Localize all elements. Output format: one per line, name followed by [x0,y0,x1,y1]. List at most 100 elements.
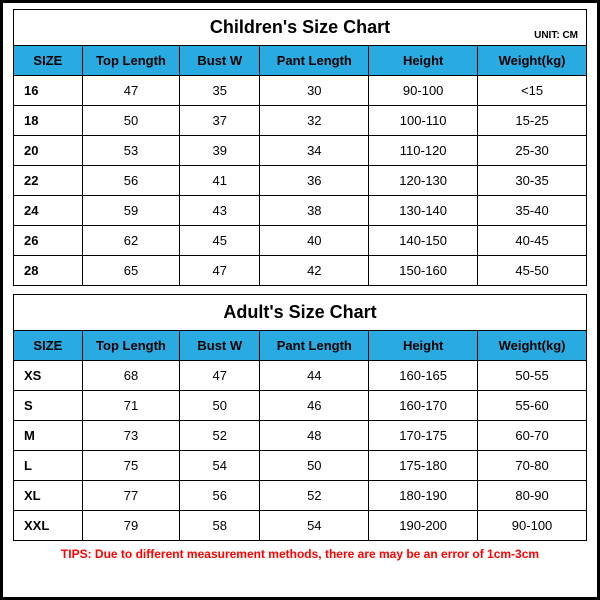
table-cell: 170-175 [369,421,478,451]
table-row: XS684744160-16550-55 [14,361,587,391]
table-cell: M [14,421,83,451]
table-cell: 59 [82,196,179,226]
adult-table: SIZE Top Length Bust W Pant Length Heigh… [13,330,587,541]
adult-title-row: Adult's Size Chart [13,294,587,330]
col-size: SIZE [14,331,83,361]
table-cell: XL [14,481,83,511]
table-row: 18503732100-11015-25 [14,106,587,136]
table-cell: XXL [14,511,83,541]
adult-header-row: SIZE Top Length Bust W Pant Length Heigh… [14,331,587,361]
table-row: XXL795854190-20090-100 [14,511,587,541]
adult-title: Adult's Size Chart [223,302,376,323]
table-cell: L [14,451,83,481]
table-cell: 41 [180,166,260,196]
table-cell: 52 [260,481,369,511]
table-cell: 180-190 [369,481,478,511]
table-cell: 46 [260,391,369,421]
col-pant: Pant Length [260,331,369,361]
table-row: 1647353090-100<15 [14,76,587,106]
table-cell: 60-70 [478,421,587,451]
table-row: S715046160-17055-60 [14,391,587,421]
unit-label: UNIT: CM [534,30,578,41]
table-cell: 50-55 [478,361,587,391]
table-cell: 22 [14,166,83,196]
children-table: SIZE Top Length Bust W Pant Length Heigh… [13,45,587,286]
table-row: M735248170-17560-70 [14,421,587,451]
table-cell: 56 [82,166,179,196]
table-cell: 40 [260,226,369,256]
table-cell: 50 [260,451,369,481]
table-cell: 15-25 [478,106,587,136]
table-cell: 90-100 [369,76,478,106]
table-cell: 130-140 [369,196,478,226]
table-cell: 140-150 [369,226,478,256]
table-cell: 56 [180,481,260,511]
table-cell: 43 [180,196,260,226]
table-cell: 160-170 [369,391,478,421]
table-cell: 190-200 [369,511,478,541]
children-title-row: Children's Size Chart UNIT: CM [13,9,587,45]
col-height: Height [369,46,478,76]
table-cell: 54 [180,451,260,481]
table-cell: 62 [82,226,179,256]
children-chart: Children's Size Chart UNIT: CM SIZE Top … [13,9,587,286]
table-cell: 75 [82,451,179,481]
table-cell: 53 [82,136,179,166]
table-cell: 52 [180,421,260,451]
children-title: Children's Size Chart [210,17,390,38]
table-cell: S [14,391,83,421]
table-cell: 30 [260,76,369,106]
table-cell: 47 [180,256,260,286]
table-cell: 175-180 [369,451,478,481]
table-cell: 36 [260,166,369,196]
table-cell: XS [14,361,83,391]
col-size: SIZE [14,46,83,76]
table-cell: 90-100 [478,511,587,541]
table-cell: 25-30 [478,136,587,166]
table-cell: 50 [82,106,179,136]
table-cell: 73 [82,421,179,451]
children-header-row: SIZE Top Length Bust W Pant Length Heigh… [14,46,587,76]
table-cell: 160-165 [369,361,478,391]
table-cell: 18 [14,106,83,136]
col-bust: Bust W [180,331,260,361]
table-cell: 70-80 [478,451,587,481]
table-cell: 35 [180,76,260,106]
table-row: 22564136120-13030-35 [14,166,587,196]
table-cell: 71 [82,391,179,421]
table-cell: 48 [260,421,369,451]
table-cell: 40-45 [478,226,587,256]
col-bust: Bust W [180,46,260,76]
table-cell: 79 [82,511,179,541]
col-height: Height [369,331,478,361]
col-top: Top Length [82,331,179,361]
children-tbody: 1647353090-100<1518503732100-11015-25205… [14,76,587,286]
adult-chart: Adult's Size Chart SIZE Top Length Bust … [13,294,587,541]
table-cell: 58 [180,511,260,541]
table-cell: 34 [260,136,369,166]
table-cell: 35-40 [478,196,587,226]
table-cell: 45-50 [478,256,587,286]
table-cell: 16 [14,76,83,106]
table-cell: 24 [14,196,83,226]
table-cell: 54 [260,511,369,541]
table-cell: <15 [478,76,587,106]
table-cell: 47 [180,361,260,391]
table-cell: 65 [82,256,179,286]
table-cell: 80-90 [478,481,587,511]
table-cell: 50 [180,391,260,421]
table-row: 28654742150-16045-50 [14,256,587,286]
table-cell: 44 [260,361,369,391]
table-cell: 30-35 [478,166,587,196]
table-cell: 28 [14,256,83,286]
table-cell: 39 [180,136,260,166]
table-cell: 47 [82,76,179,106]
table-row: 26624540140-15040-45 [14,226,587,256]
size-chart-container: Children's Size Chart UNIT: CM SIZE Top … [0,0,600,600]
table-cell: 100-110 [369,106,478,136]
table-cell: 68 [82,361,179,391]
table-cell: 37 [180,106,260,136]
table-cell: 120-130 [369,166,478,196]
adult-tbody: XS684744160-16550-55S715046160-17055-60M… [14,361,587,541]
col-weight: Weight(kg) [478,46,587,76]
